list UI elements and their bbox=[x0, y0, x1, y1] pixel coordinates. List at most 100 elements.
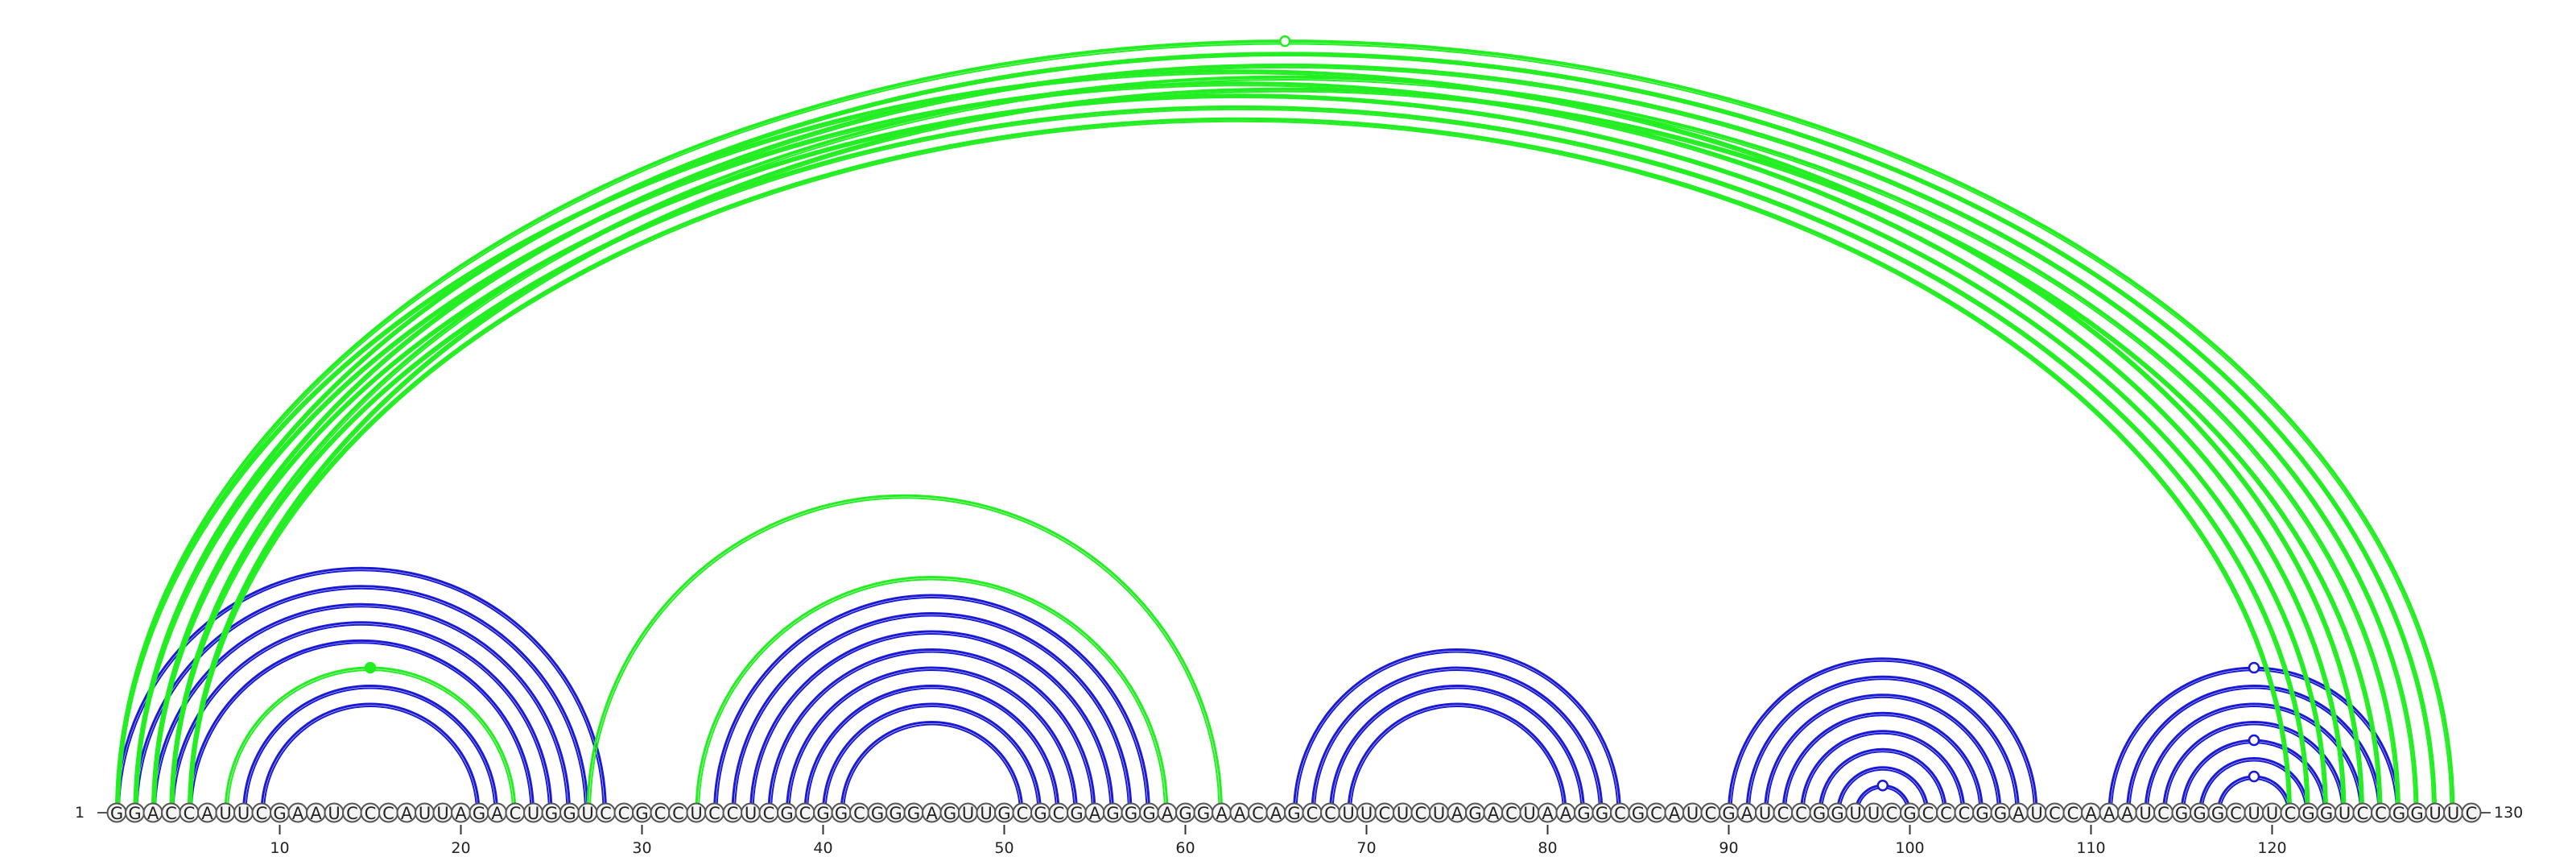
nucleotide-letter: A bbox=[926, 804, 938, 823]
nucleotide-letter: U bbox=[2266, 804, 2278, 823]
nucleotide: A bbox=[1664, 802, 1685, 823]
nucleotide-letter: C bbox=[1505, 804, 1517, 823]
nucleotide: C bbox=[1248, 802, 1268, 823]
base-pair-arc bbox=[1836, 766, 1930, 814]
nucleotide-letter: A bbox=[2103, 804, 2116, 823]
nucleotide: G bbox=[2388, 802, 2409, 823]
base-pair-arc bbox=[2198, 757, 2310, 814]
nucleotide-letter: A bbox=[310, 804, 322, 823]
nucleotide: C bbox=[613, 802, 634, 823]
nucleotide-letter: G bbox=[1106, 804, 1119, 823]
nucleotide-letter: U bbox=[2339, 804, 2351, 823]
nucleotide-letter: A bbox=[1216, 804, 1228, 823]
nucleotide-letter: G bbox=[1142, 804, 1155, 823]
base-pair-arc bbox=[767, 648, 1096, 814]
nucleotide: A bbox=[451, 802, 471, 823]
base-pair-arc-inner bbox=[118, 72, 2361, 814]
nucleotide: C bbox=[1012, 802, 1033, 823]
nucleotide-letter: U bbox=[2447, 804, 2459, 823]
nucleotide-letter: C bbox=[1795, 804, 1807, 823]
nucleotide: U bbox=[415, 802, 435, 823]
nucleotide-letter: C bbox=[2285, 804, 2297, 823]
nucleotide: A bbox=[2008, 802, 2029, 823]
base-pair-arc bbox=[170, 621, 553, 814]
nucleotide: U bbox=[324, 802, 345, 823]
base-pair-arc-inner bbox=[2165, 723, 2343, 814]
nucleotide: A bbox=[1212, 802, 1232, 823]
nucleotide: U bbox=[1393, 802, 1413, 823]
nucleotide: A bbox=[306, 802, 326, 823]
base-pair-arc bbox=[2162, 721, 2346, 814]
nucleotide: C bbox=[2352, 802, 2373, 823]
base-pair-arc bbox=[134, 585, 589, 814]
nucleotide: G bbox=[469, 802, 489, 823]
axis-tick-label: 100 bbox=[1895, 839, 1924, 857]
nucleotide: C bbox=[378, 802, 398, 823]
nucleotide-letter: C bbox=[346, 804, 358, 823]
nucleotide-letter: C bbox=[600, 804, 612, 823]
base-pair-arc bbox=[151, 602, 571, 814]
nucleotide-letter: U bbox=[1397, 804, 1409, 823]
nucleotide-letter: C bbox=[1252, 804, 1264, 823]
nucleotide: C bbox=[161, 802, 181, 823]
base-pair-arc-inner bbox=[698, 578, 1166, 814]
nucleotide-letter: C bbox=[708, 804, 720, 823]
axis-tick-label: 110 bbox=[2076, 839, 2105, 857]
nucleotide: U bbox=[233, 802, 254, 823]
base-pair-arc bbox=[115, 39, 2455, 814]
nucleotide-letter: G bbox=[2392, 804, 2405, 823]
nucleotide: A bbox=[396, 802, 417, 823]
nucleotide: C bbox=[179, 802, 200, 823]
nucleotide: C bbox=[849, 802, 869, 823]
nucleotide-letter: C bbox=[1886, 804, 1898, 823]
nucleotide: A bbox=[2081, 802, 2101, 823]
base-pair-arc-inner bbox=[1314, 669, 1600, 814]
nucleotide: C bbox=[1700, 802, 1721, 823]
base-pair-arc-inner bbox=[1802, 732, 1963, 814]
nucleotide: C bbox=[596, 802, 616, 823]
axis-tick-label: 20 bbox=[451, 839, 470, 857]
base-pair-arc bbox=[822, 702, 1042, 814]
nucleotide-letter: U bbox=[1759, 804, 1771, 823]
nucleotide-letter: G bbox=[1125, 804, 1137, 823]
nucleotide-letter: C bbox=[2067, 804, 2079, 823]
nucleotide: G bbox=[1030, 802, 1051, 823]
nucleotide: C bbox=[1881, 802, 1902, 823]
nucleotide: C bbox=[1954, 802, 1975, 823]
base-pair-arc-inner bbox=[734, 615, 1129, 814]
nucleotide: C bbox=[2226, 802, 2246, 823]
nucleotide-letter: C bbox=[799, 804, 811, 823]
nucleotide: G bbox=[106, 802, 127, 823]
base-pair-arc-inner bbox=[2201, 760, 2307, 814]
nucleotide-letter: A bbox=[292, 804, 304, 823]
base-pair-arc bbox=[242, 685, 498, 814]
nucleotide-letter: A bbox=[1451, 804, 1463, 823]
nucleotide-letter: U bbox=[2429, 804, 2441, 823]
base-pair-arc bbox=[713, 594, 1150, 814]
nucleotide-letter: G bbox=[1903, 804, 1916, 823]
nucleotide-letter: U bbox=[1523, 804, 1535, 823]
nucleotide-letter: G bbox=[871, 804, 884, 823]
nucleotide: G bbox=[1465, 802, 1485, 823]
base-pair-arc-inner bbox=[1766, 696, 1999, 814]
nucleotide: C bbox=[758, 802, 779, 823]
nucleotide-letter: G bbox=[1034, 804, 1046, 823]
nucleotide-letter: G bbox=[1975, 804, 1988, 823]
nucleotide-letter: A bbox=[2121, 804, 2133, 823]
nucleotide: C bbox=[668, 802, 688, 823]
arc-marker bbox=[2248, 734, 2260, 747]
axis-tick-label: 30 bbox=[632, 839, 651, 857]
nucleotide-letter: G bbox=[816, 804, 829, 823]
nucleotide: A bbox=[2117, 802, 2137, 823]
base-pair-arc bbox=[803, 685, 1060, 814]
nucleotide-letter: G bbox=[128, 804, 141, 823]
nucleotide: G bbox=[2407, 802, 2427, 823]
nucleotide-letter: U bbox=[328, 804, 340, 823]
base-pair-arc-inner bbox=[155, 66, 2416, 814]
nucleotide-letter: U bbox=[1433, 804, 1445, 823]
base-pair-arc bbox=[151, 63, 2419, 814]
base-pair-arc bbox=[169, 105, 2310, 814]
nucleotide: U bbox=[2443, 802, 2463, 823]
nucleotide-letter: C bbox=[2466, 804, 2478, 823]
